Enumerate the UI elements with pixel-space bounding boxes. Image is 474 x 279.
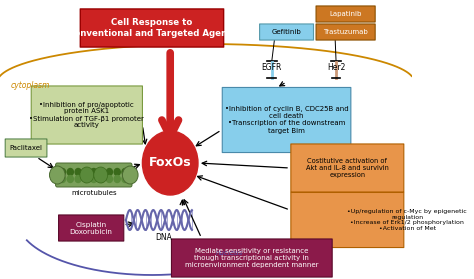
Circle shape <box>114 175 120 182</box>
Circle shape <box>94 167 108 183</box>
Circle shape <box>122 169 128 175</box>
Circle shape <box>49 166 65 184</box>
Text: FoxOs: FoxOs <box>149 157 191 170</box>
Text: •Inhibition of pro/apoptotic
protein ASK1
•Stimulation of TGF-β1 promoter
activi: •Inhibition of pro/apoptotic protein ASK… <box>29 102 144 129</box>
Text: microtubules: microtubules <box>71 190 117 196</box>
Circle shape <box>59 175 65 182</box>
Circle shape <box>59 169 65 175</box>
FancyBboxPatch shape <box>59 215 124 241</box>
Text: DNA: DNA <box>155 232 172 242</box>
Text: Lapatinib: Lapatinib <box>329 11 362 17</box>
Circle shape <box>99 175 105 182</box>
Circle shape <box>122 175 128 182</box>
Text: cytoplasm: cytoplasm <box>10 81 50 90</box>
Circle shape <box>75 169 81 175</box>
FancyBboxPatch shape <box>55 163 132 187</box>
Circle shape <box>83 169 89 175</box>
FancyBboxPatch shape <box>5 139 47 157</box>
Circle shape <box>91 175 97 182</box>
Circle shape <box>106 169 112 175</box>
FancyBboxPatch shape <box>291 144 404 192</box>
Circle shape <box>67 175 73 182</box>
Circle shape <box>67 169 73 175</box>
Circle shape <box>83 175 89 182</box>
Text: •Up/regulation of c-Myc by epigenetic
regulation
•Increase of Erk1/2 phosphoryla: •Up/regulation of c-Myc by epigenetic re… <box>347 209 467 231</box>
Circle shape <box>80 167 94 183</box>
FancyBboxPatch shape <box>222 87 351 153</box>
Circle shape <box>75 175 81 182</box>
Text: EGFR: EGFR <box>262 64 282 73</box>
FancyBboxPatch shape <box>80 9 224 47</box>
Text: •Inhibition of cyclin B, CDC25B and
cell death
•Transcription of the downstream
: •Inhibition of cyclin B, CDC25B and cell… <box>225 107 348 133</box>
FancyBboxPatch shape <box>260 24 313 40</box>
Text: Cell Response to
Conventional and Targeted Agents: Cell Response to Conventional and Target… <box>68 18 236 38</box>
Circle shape <box>114 169 120 175</box>
FancyBboxPatch shape <box>316 6 375 22</box>
FancyBboxPatch shape <box>31 86 143 144</box>
FancyBboxPatch shape <box>316 24 375 40</box>
Text: Costitutive activation of
Akt and IL-8 and survivin
expression: Costitutive activation of Akt and IL-8 a… <box>306 158 389 178</box>
Text: Paclitaxel: Paclitaxel <box>9 145 43 151</box>
Text: Cisplatin
Doxorubicin: Cisplatin Doxorubicin <box>70 222 113 235</box>
Text: nucleus: nucleus <box>215 250 243 256</box>
Text: Mediate sensitivity or resistance
though transcriptional activity in
microenviro: Mediate sensitivity or resistance though… <box>185 248 319 268</box>
Text: Her2: Her2 <box>327 64 345 73</box>
FancyBboxPatch shape <box>291 193 404 247</box>
Circle shape <box>91 169 97 175</box>
Circle shape <box>106 175 112 182</box>
FancyBboxPatch shape <box>172 239 332 277</box>
Circle shape <box>142 131 198 195</box>
Text: Trastuzumab: Trastuzumab <box>323 29 368 35</box>
Circle shape <box>99 169 105 175</box>
Circle shape <box>122 166 138 184</box>
Text: Gefitinib: Gefitinib <box>272 29 301 35</box>
